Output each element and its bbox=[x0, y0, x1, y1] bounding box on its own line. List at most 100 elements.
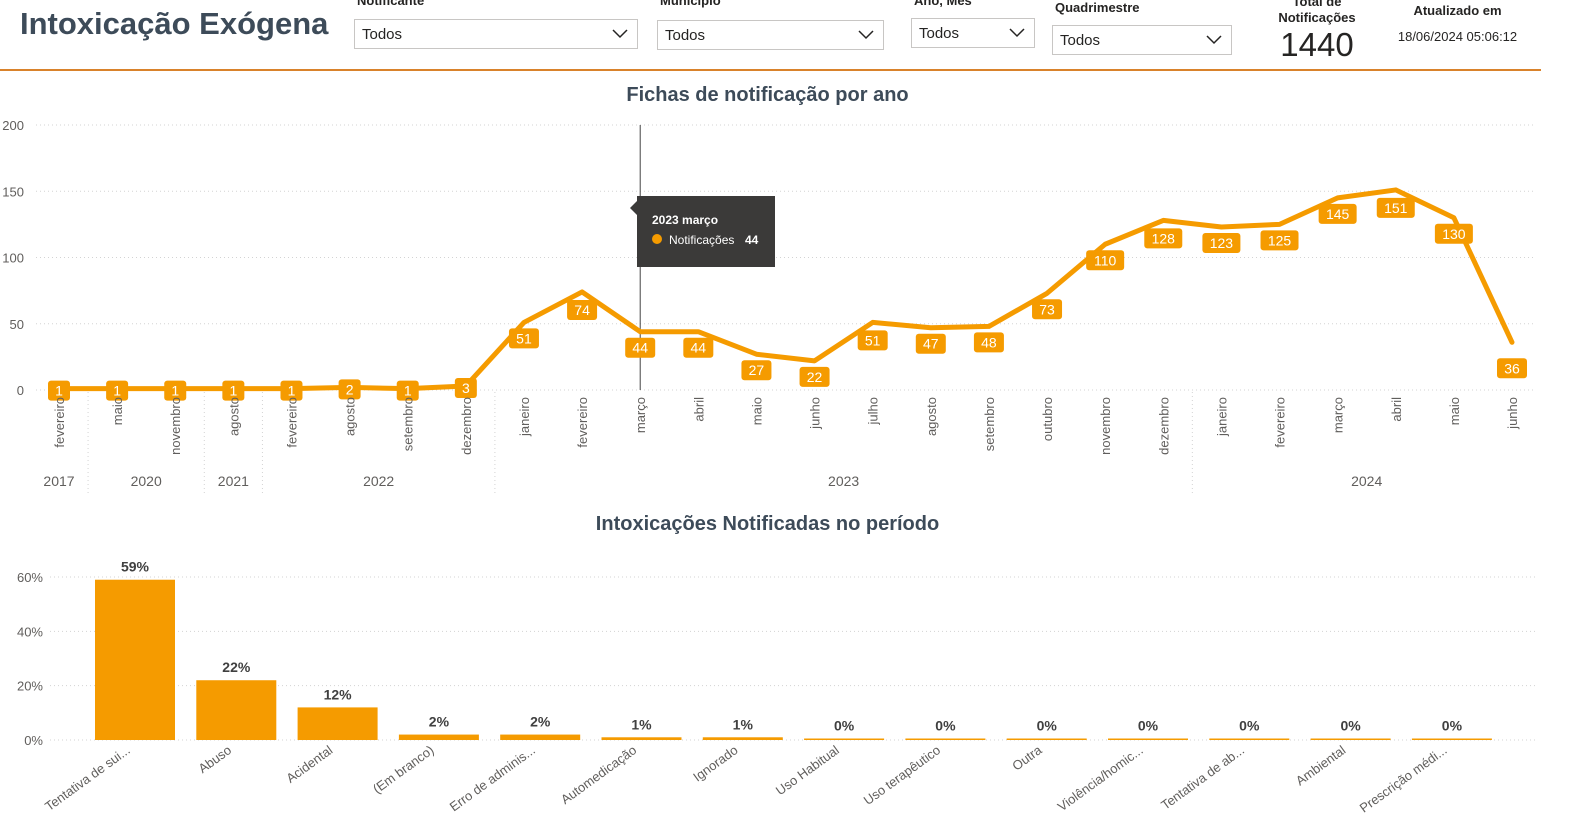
bar bbox=[804, 738, 885, 740]
data-label-badge bbox=[915, 333, 946, 354]
x-month-label: fevereiro bbox=[52, 397, 67, 448]
x-month-label: agosto bbox=[343, 397, 358, 436]
data-label-badge bbox=[396, 380, 419, 401]
updated-label: Atualizado em bbox=[1413, 3, 1502, 18]
filter-value-municipio: Todos bbox=[665, 27, 706, 44]
data-label-badge bbox=[1086, 250, 1125, 271]
x-category-label: Ambiental bbox=[1293, 742, 1349, 788]
data-label: 130 bbox=[1434, 223, 1473, 244]
x-month-label: maio bbox=[110, 397, 125, 425]
data-label-badge bbox=[48, 380, 70, 401]
bar bbox=[500, 734, 581, 740]
x-category-label: Automedicação bbox=[558, 742, 639, 807]
x-month-label: fevereiro bbox=[1273, 397, 1288, 448]
tooltip-value: 44 bbox=[745, 233, 759, 247]
data-label-badge bbox=[567, 299, 598, 320]
x-category-label: Outra bbox=[1009, 742, 1045, 774]
data-label-badge bbox=[625, 337, 656, 358]
chevron-down-icon bbox=[1206, 35, 1222, 45]
data-label: 51 bbox=[508, 328, 539, 349]
bar-value-label: 0% bbox=[1138, 718, 1159, 734]
data-label: 1 bbox=[222, 380, 245, 401]
x-category-label: Tentativa de sui... bbox=[42, 742, 133, 814]
data-label-text: 47 bbox=[923, 336, 939, 352]
bar bbox=[1209, 738, 1290, 740]
data-label-text: 125 bbox=[1268, 232, 1292, 248]
data-label: 1 bbox=[106, 380, 129, 401]
filter-dropdown-municipio[interactable]: Todos bbox=[657, 20, 884, 50]
bar-value-label: 0% bbox=[935, 718, 956, 734]
x-category-label: Uso Habitual bbox=[773, 742, 842, 798]
x-month-label: agosto bbox=[924, 397, 939, 436]
data-label-text: 145 bbox=[1326, 206, 1350, 222]
data-label-badge bbox=[1497, 358, 1527, 379]
data-label-text: 44 bbox=[632, 340, 648, 356]
bar-value-label: 59% bbox=[121, 559, 150, 575]
data-label-badge bbox=[799, 366, 830, 387]
data-label-badge bbox=[1032, 299, 1063, 320]
data-label-text: 51 bbox=[516, 330, 532, 346]
x-month-label: dezembro bbox=[1156, 397, 1171, 455]
data-label: 128 bbox=[1144, 228, 1183, 249]
bar-value-label: 12% bbox=[324, 686, 353, 702]
x-month-label: fevereiro bbox=[284, 397, 299, 448]
filter-dropdown-quadrimestre[interactable]: Todos bbox=[1052, 25, 1232, 55]
data-label-badge bbox=[454, 378, 477, 399]
filter-label-quadrimestre: Quadrimestre bbox=[1055, 0, 1140, 15]
x-month-label: março bbox=[1331, 397, 1346, 433]
bar-value-label: 0% bbox=[1037, 718, 1058, 734]
y-tick-label: 100 bbox=[2, 251, 24, 266]
data-label-text: 1 bbox=[404, 383, 412, 399]
y-tick-label: 0% bbox=[24, 733, 43, 748]
data-label-text: 36 bbox=[1504, 360, 1520, 376]
x-category-label: Prescrição médi... bbox=[1357, 742, 1450, 815]
x-month-label: abril bbox=[1389, 397, 1404, 422]
x-month-label: abril bbox=[691, 397, 706, 422]
kpi-value: 1440 bbox=[1280, 26, 1354, 63]
x-month-label: fevereiro bbox=[575, 397, 590, 448]
bar bbox=[398, 734, 479, 740]
data-label: 125 bbox=[1260, 230, 1299, 251]
x-year-label: 2022 bbox=[363, 473, 394, 489]
data-label: 1 bbox=[164, 380, 187, 401]
data-label-text: 1 bbox=[288, 383, 296, 399]
x-month-label: novembro bbox=[168, 397, 183, 455]
page-title: Intoxicação Exógena bbox=[20, 6, 329, 41]
bar bbox=[1108, 738, 1188, 740]
filter-dropdown-notificante[interactable]: Todos bbox=[354, 19, 638, 49]
data-label-text: 1 bbox=[113, 383, 121, 399]
data-label: 123 bbox=[1202, 233, 1241, 254]
line-chart[interactable]: 0 50 100 150 200 1 1 1 1 1 2 1 3 51 74 44 44 27 22 51 47 48 73… bbox=[0, 0, 1595, 500]
data-label-badge bbox=[1202, 233, 1241, 254]
filter-dropdown-ano-mes[interactable]: Todos bbox=[911, 18, 1035, 48]
chevron-down-icon bbox=[1009, 28, 1025, 38]
x-month-label: novembro bbox=[1098, 397, 1113, 455]
y-tick-label: 50 bbox=[10, 317, 24, 332]
x-month-label: junho bbox=[1505, 397, 1520, 430]
tooltip-arrow bbox=[630, 201, 637, 215]
data-label-text: 1 bbox=[229, 383, 237, 399]
filter-value-notificante: Todos bbox=[362, 26, 403, 43]
data-label: 44 bbox=[683, 337, 714, 358]
bar-value-label: 0% bbox=[1442, 718, 1463, 734]
data-label-badge bbox=[683, 337, 714, 358]
bar bbox=[1006, 738, 1087, 740]
bar-value-label: 1% bbox=[733, 716, 754, 732]
data-label: 2 bbox=[338, 379, 361, 400]
x-year-label: 2023 bbox=[828, 473, 859, 489]
x-category-label: Violência/homic... bbox=[1055, 742, 1146, 814]
line-chart-title: Fichas de notificação por ano bbox=[626, 84, 909, 106]
data-label: 47 bbox=[915, 333, 946, 354]
chevron-down-icon bbox=[612, 29, 628, 39]
data-label-badge bbox=[1434, 223, 1473, 244]
x-year-label: 2017 bbox=[43, 473, 74, 489]
data-label-text: 123 bbox=[1210, 235, 1234, 251]
chevron-down-icon bbox=[858, 30, 874, 40]
data-label: 1 bbox=[48, 380, 70, 401]
data-label-text: 73 bbox=[1039, 301, 1055, 317]
data-label-badge bbox=[508, 328, 539, 349]
x-category-label: Ignorado bbox=[690, 742, 740, 784]
data-label-text: 51 bbox=[865, 332, 881, 348]
bar-value-label: 2% bbox=[429, 714, 450, 730]
